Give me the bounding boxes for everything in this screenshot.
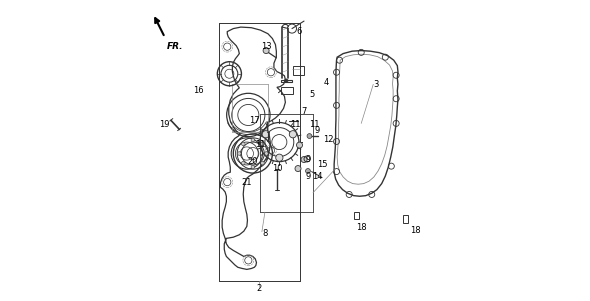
Text: 9: 9 [306, 155, 311, 164]
Text: 5: 5 [309, 90, 314, 99]
Circle shape [251, 165, 255, 169]
Text: 6: 6 [297, 27, 302, 36]
Circle shape [238, 152, 241, 155]
Circle shape [289, 131, 297, 138]
Circle shape [306, 169, 310, 173]
Circle shape [295, 166, 301, 172]
Text: 20: 20 [248, 157, 258, 166]
Circle shape [276, 154, 283, 161]
Text: 9: 9 [315, 126, 320, 135]
Text: 18: 18 [410, 226, 421, 235]
Text: 21: 21 [241, 178, 252, 187]
Circle shape [297, 142, 303, 148]
Text: 3: 3 [373, 80, 379, 89]
Text: 14: 14 [312, 172, 323, 181]
Text: 15: 15 [317, 160, 327, 169]
Text: 19: 19 [159, 120, 169, 129]
Text: 8: 8 [262, 229, 268, 238]
Circle shape [251, 138, 255, 142]
Text: 16: 16 [194, 86, 204, 95]
Text: 9: 9 [306, 172, 311, 181]
Text: 11: 11 [290, 120, 300, 129]
Text: 11: 11 [255, 140, 266, 149]
Circle shape [307, 134, 312, 138]
Text: 10: 10 [271, 164, 282, 173]
Text: 11: 11 [309, 120, 320, 129]
Circle shape [264, 152, 268, 155]
Text: FR.: FR. [166, 42, 183, 51]
Circle shape [261, 142, 264, 146]
Text: 12: 12 [323, 135, 333, 144]
Circle shape [241, 142, 245, 146]
Text: 13: 13 [261, 42, 272, 51]
Text: 4: 4 [324, 78, 329, 87]
Text: 17: 17 [249, 116, 260, 125]
Circle shape [301, 157, 307, 163]
Text: 7: 7 [301, 107, 307, 116]
Text: 18: 18 [356, 223, 366, 232]
Circle shape [284, 79, 288, 82]
Circle shape [263, 48, 269, 54]
Text: 2: 2 [256, 284, 261, 293]
Circle shape [261, 161, 264, 165]
Circle shape [262, 131, 270, 138]
Circle shape [241, 161, 245, 165]
